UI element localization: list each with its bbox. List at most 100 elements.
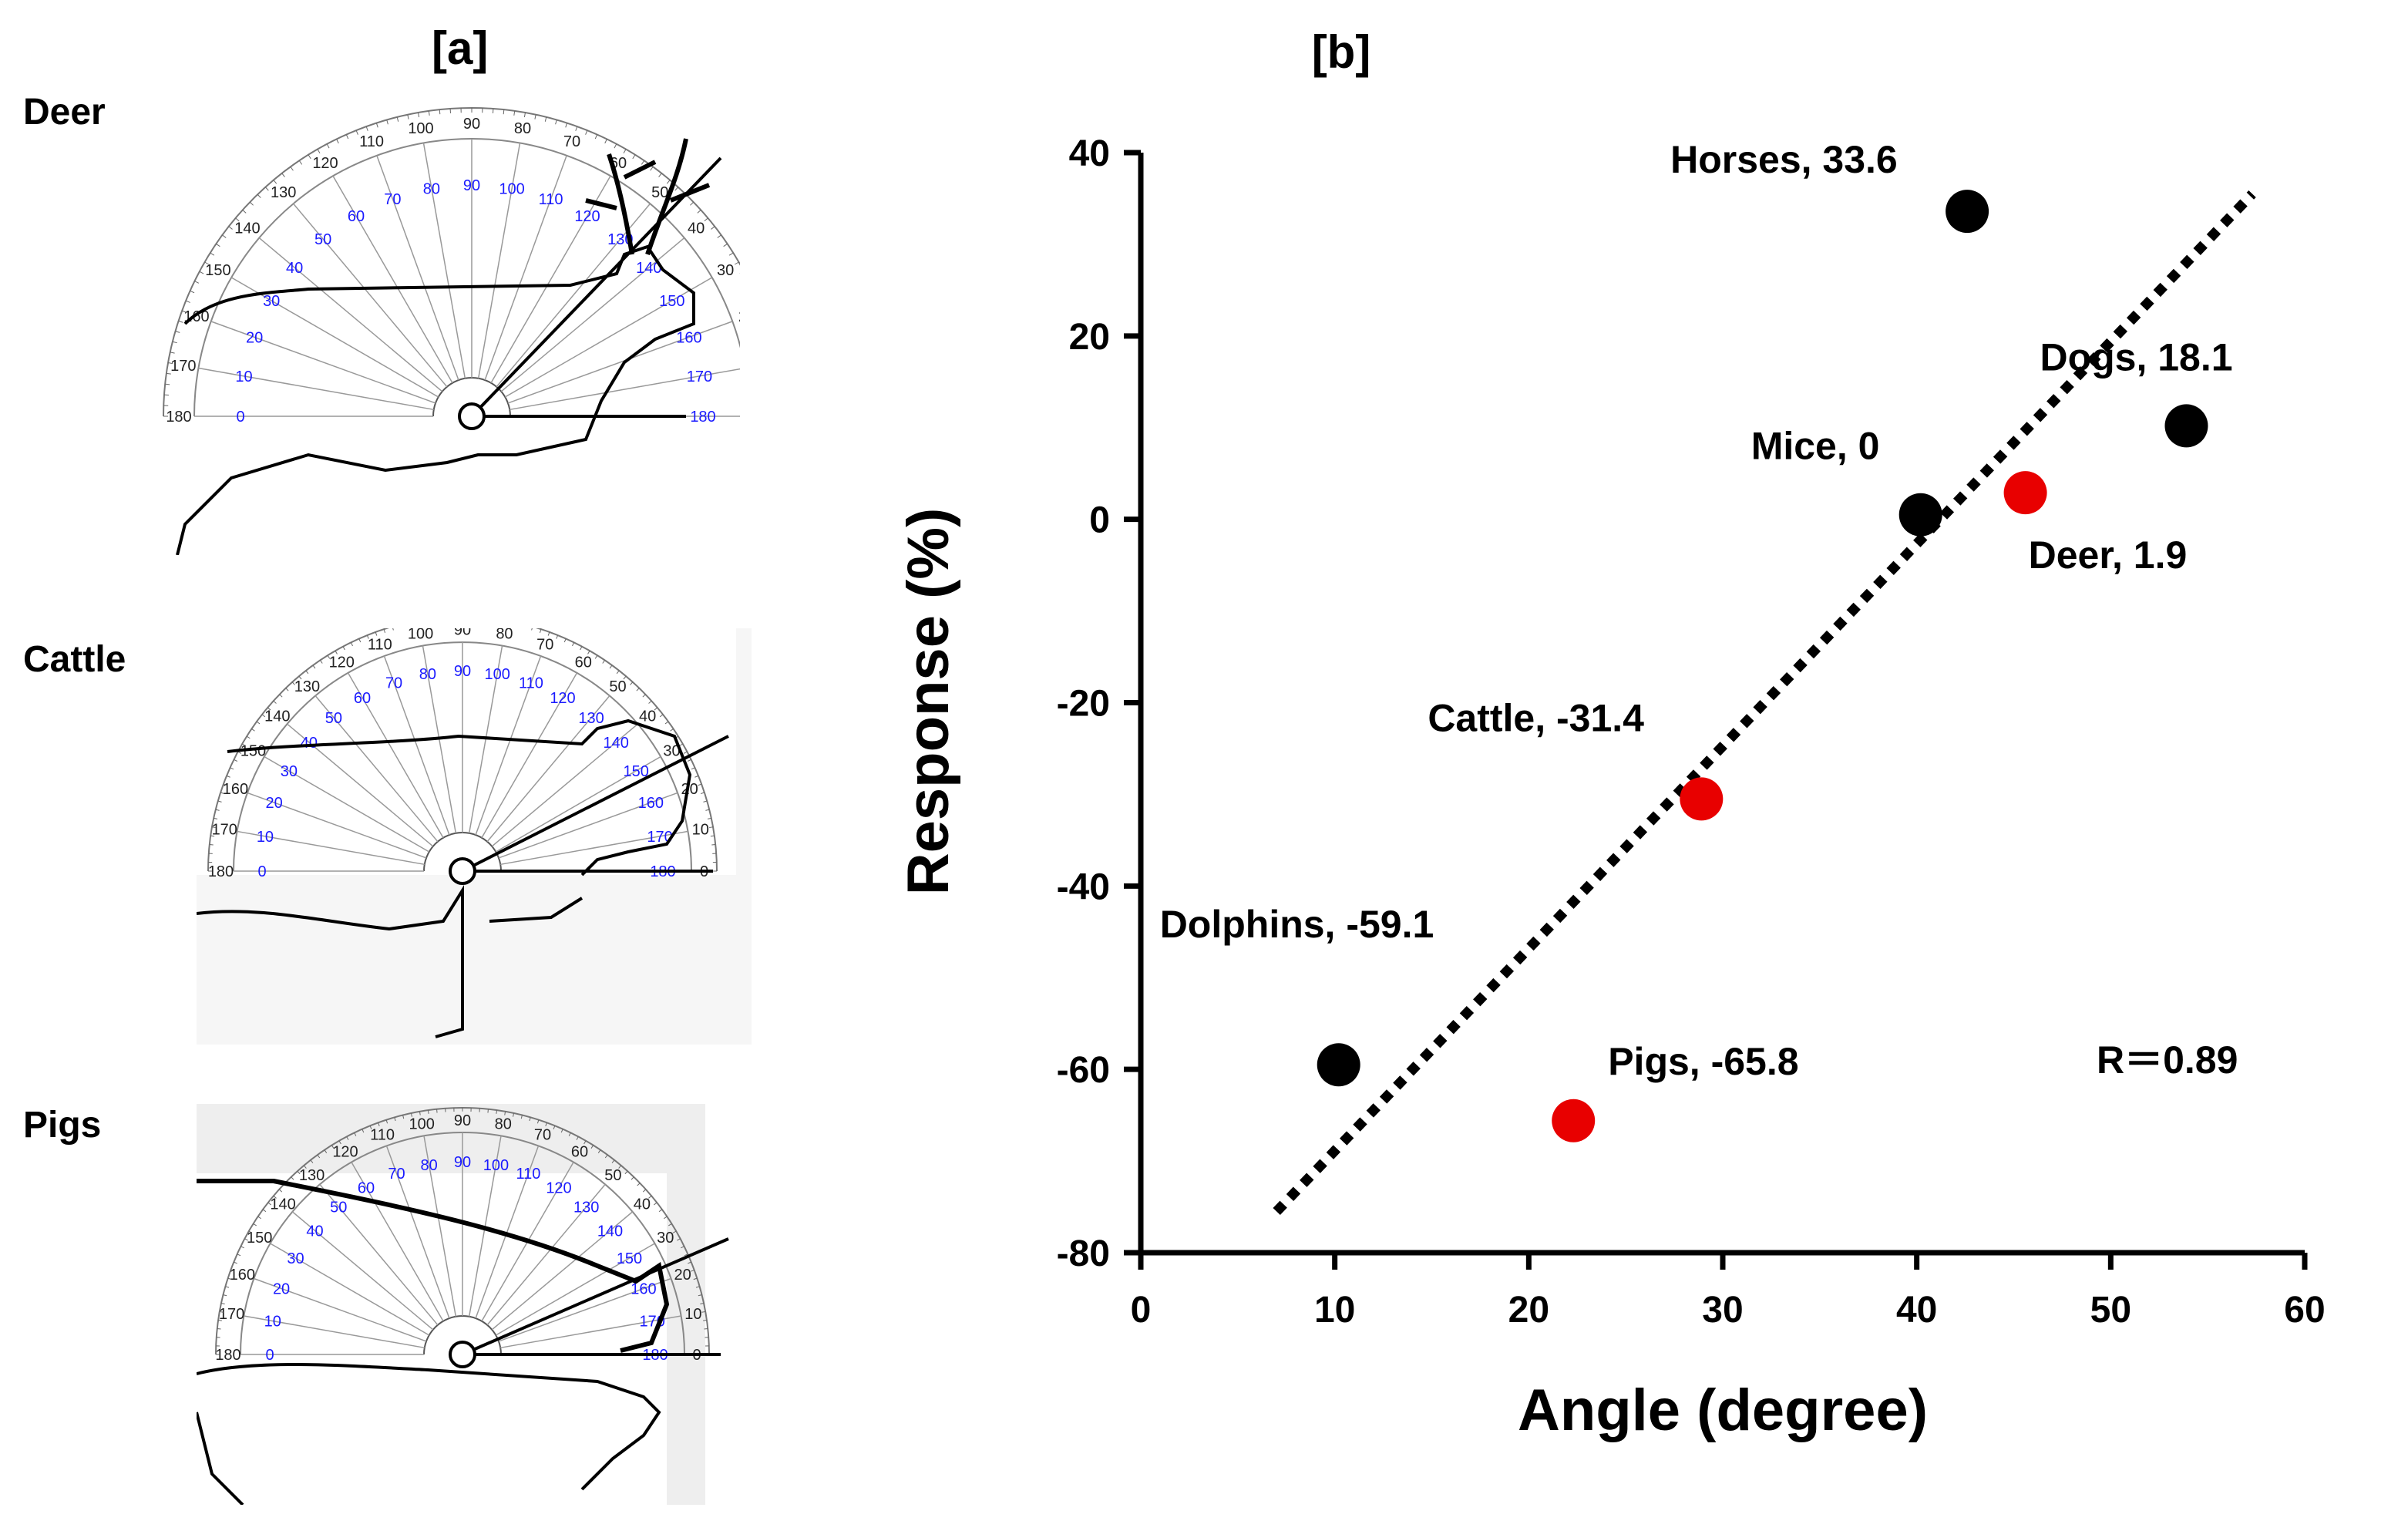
protractor-minor-tick (547, 631, 550, 636)
protractor-minor-tick (279, 694, 283, 698)
protractor-inner-number: 0 (265, 1347, 274, 1364)
protractor-minor-tick (227, 1277, 232, 1280)
protractor-ray (291, 1211, 434, 1331)
protractor-minor-tick (545, 1122, 547, 1126)
protractor-inner-number: 160 (638, 795, 664, 812)
protractor-ray (507, 321, 733, 404)
protractor-minor-tick (658, 173, 662, 177)
pig-protractor-drawing: 0 180 10 170 20 160 30 150 40 140 50 130 60 120 70 110 8… (197, 1104, 729, 1505)
protractor-inner-number: 20 (246, 329, 263, 346)
protractor-minor-tick (285, 688, 289, 691)
x-tick-label: 40 (1896, 1290, 1937, 1331)
protractor-minor-tick (637, 1183, 641, 1186)
protractor-minor-tick (358, 638, 362, 643)
protractor-minor-tick (677, 1238, 681, 1241)
protractor-outer-number: 40 (634, 1196, 651, 1213)
protractor-minor-tick (575, 126, 578, 131)
protractor-ray (495, 755, 661, 853)
protractor-minor-tick (536, 1119, 540, 1124)
protractor-outer-number: 130 (294, 678, 320, 695)
protractor-minor-tick (237, 1253, 241, 1257)
protractor-outer-number: 20 (674, 1267, 691, 1284)
protractor-inner-number: 160 (676, 329, 701, 346)
data-point (1317, 1043, 1360, 1087)
protractor-inner-number: 100 (499, 181, 524, 198)
protractor-ray (477, 143, 521, 379)
protractor-minor-tick (246, 735, 251, 739)
protractor-minor-tick (636, 688, 640, 691)
protractor-minor-tick (331, 1145, 335, 1149)
protractor-ray (422, 143, 466, 379)
protractor-minor-tick (641, 160, 645, 165)
protractor-inner-number: 80 (420, 1157, 437, 1174)
protractor-inner-number: 110 (539, 191, 563, 208)
protractor-minor-tick (691, 1270, 694, 1272)
protractor-minor-tick (674, 187, 679, 191)
protractor-minor-tick (565, 123, 568, 128)
protractor-minor-tick (544, 116, 547, 122)
protractor-minor-tick (711, 226, 715, 230)
x-tick-label: 60 (2284, 1290, 2325, 1331)
protractor-outer-number: 140 (234, 220, 260, 237)
protractor-ray (247, 792, 427, 859)
protractor-minor-tick (410, 1112, 412, 1117)
protractor-minor-tick (234, 1261, 237, 1264)
protractor-minor-tick (291, 1176, 294, 1180)
protractor-inner-number: 60 (358, 1179, 375, 1196)
protractor-outer-number: 80 (496, 628, 513, 642)
protractor-inner-number: 60 (348, 208, 365, 225)
protractor-inner-number: 40 (301, 735, 318, 752)
protractor-ray (481, 672, 578, 839)
protractor-inner-number: 30 (287, 1250, 304, 1267)
protractor-ray (491, 723, 638, 847)
protractor-minor-tick (648, 1195, 652, 1199)
protractor-minor-tick (436, 1109, 438, 1113)
protractor-outer-number: 90 (463, 116, 480, 133)
protractor-ray (244, 1315, 425, 1349)
protractor-ray (383, 655, 450, 836)
protractor-minor-tick (165, 383, 170, 385)
protractor-minor-tick (240, 1246, 244, 1249)
protractor-outer-number: 130 (271, 184, 296, 201)
protractor-outer-number: 170 (219, 1306, 244, 1323)
protractor-minor-tick (257, 1216, 261, 1220)
protractor-inner-number: 0 (257, 863, 266, 880)
protractor-minor-tick (223, 783, 227, 786)
protractor-inner-number: 20 (273, 1280, 290, 1297)
protractor-minor-tick (531, 628, 533, 631)
protractor-minor-tick (251, 728, 255, 732)
protractor-minor-tick (642, 1189, 647, 1193)
protractor-ray (495, 1243, 655, 1336)
protractor-scale: 0 180 10 170 20 160 30 150 40 140 50 130 60 120 70 110 8… (207, 628, 718, 880)
protractor-scale: 0 180 10 170 20 160 30 150 40 140 50 130 60 120 70 110 8… (215, 1107, 710, 1364)
protractor-minor-tick (670, 728, 674, 732)
protractor-minor-tick (664, 721, 669, 725)
protractor-minor-tick (658, 1209, 663, 1213)
protractor-inner-number: 110 (516, 1166, 541, 1183)
protractor-outer-number: 70 (563, 133, 580, 150)
protractor-minor-tick (560, 1129, 563, 1133)
protractor-ray (490, 175, 611, 384)
protractor-ray (254, 1277, 427, 1342)
protractor-minor-tick (290, 167, 294, 171)
protractor-minor-tick (632, 154, 636, 160)
protractor-inner-number: 160 (631, 1280, 656, 1297)
protractor-minor-tick (664, 1216, 668, 1220)
protractor-outer-number: 140 (270, 1196, 295, 1213)
protractor-outer-number: 50 (604, 1167, 621, 1184)
protractor-outer-number: 110 (370, 1126, 395, 1143)
protractor-minor-tick (383, 628, 386, 634)
protractor-minor-tick (248, 1230, 253, 1233)
protractor-minor-tick (587, 650, 590, 654)
protractor-minor-tick (602, 660, 605, 664)
protractor-minor-tick (278, 1189, 283, 1193)
protractor-minor-tick (705, 809, 710, 811)
protractor-inner-number: 130 (573, 1199, 599, 1216)
protractor-ray (500, 1315, 681, 1349)
protractor-outer-number: 30 (663, 742, 680, 759)
protractor-minor-tick (407, 114, 409, 119)
protractor-outer-number: 110 (359, 133, 384, 150)
protractor-minor-tick (698, 783, 702, 786)
protractor-minor-tick (523, 112, 526, 118)
protractor-minor-tick (654, 707, 658, 711)
